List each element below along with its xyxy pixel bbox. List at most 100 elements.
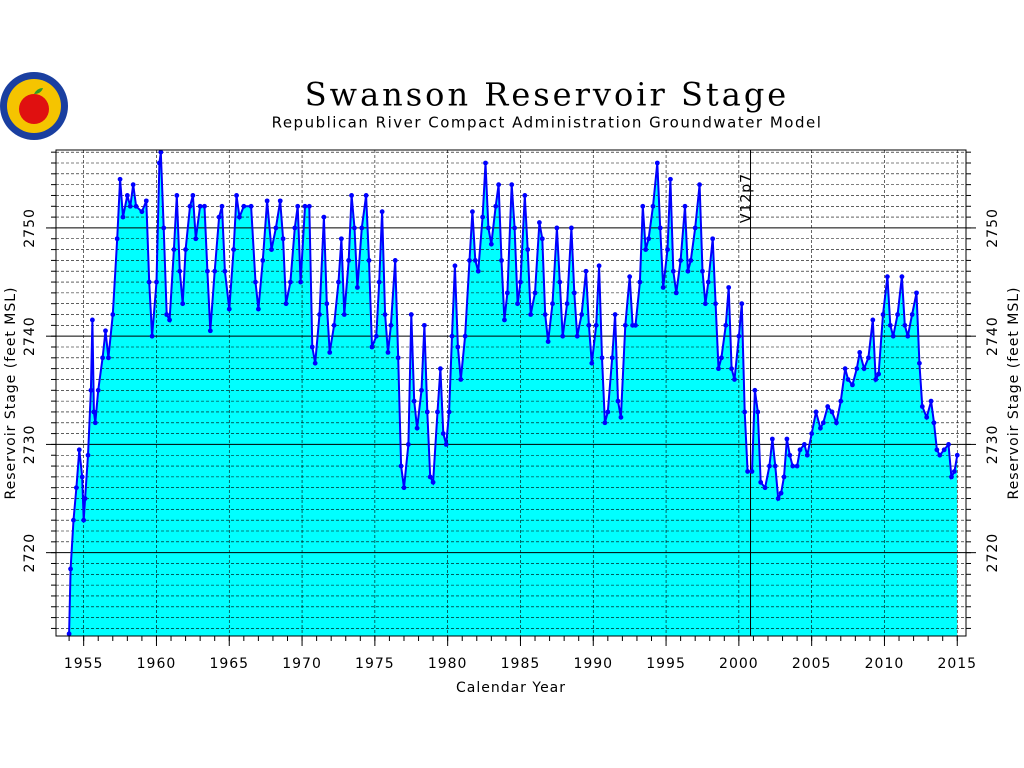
point <box>470 209 475 215</box>
y-tick-label: 2730 <box>22 425 38 465</box>
point <box>887 322 893 328</box>
point <box>110 312 116 317</box>
point <box>861 366 867 372</box>
point <box>702 301 708 307</box>
point <box>421 322 427 328</box>
point <box>91 409 97 415</box>
point <box>103 328 108 334</box>
point <box>288 279 293 285</box>
y-axis-label: Reservoir Stage (feet MSL) <box>3 286 19 499</box>
point <box>797 447 803 453</box>
point <box>85 452 91 458</box>
point <box>277 198 283 204</box>
point <box>292 225 298 231</box>
point <box>76 447 82 453</box>
point <box>114 236 120 242</box>
point <box>120 214 126 220</box>
x-tick-label: 1975 <box>355 656 395 672</box>
point <box>557 279 563 285</box>
point <box>366 258 372 263</box>
logo <box>0 72 68 140</box>
x-tick-label: 2015 <box>937 656 977 672</box>
point <box>317 312 322 317</box>
point <box>820 420 826 426</box>
point <box>414 425 420 431</box>
point <box>488 241 494 247</box>
point <box>718 355 724 361</box>
point <box>71 517 76 523</box>
point <box>602 420 608 426</box>
point <box>493 203 499 209</box>
point <box>772 463 778 469</box>
point <box>190 193 196 198</box>
point <box>890 333 896 339</box>
point <box>408 312 414 317</box>
point <box>455 344 461 350</box>
point <box>158 149 164 155</box>
point <box>171 247 177 252</box>
point <box>66 631 72 637</box>
point <box>545 339 551 344</box>
point <box>207 328 213 334</box>
point <box>685 268 691 274</box>
point <box>857 350 863 355</box>
point <box>435 409 440 415</box>
point <box>845 377 851 382</box>
point <box>909 312 915 317</box>
point <box>302 203 308 209</box>
point <box>499 258 504 263</box>
x-tick-label: 1990 <box>573 656 613 672</box>
point <box>212 268 218 274</box>
point <box>401 485 407 491</box>
point <box>528 312 534 317</box>
point <box>164 312 170 317</box>
point <box>379 209 385 215</box>
point <box>149 333 155 339</box>
point <box>352 225 357 231</box>
point <box>440 431 446 436</box>
point <box>405 442 411 447</box>
point <box>382 312 388 317</box>
point <box>92 420 98 426</box>
y2-tick-label: 2750 <box>985 208 1001 248</box>
point <box>739 301 745 307</box>
point <box>525 247 531 252</box>
point <box>419 387 424 393</box>
point <box>697 182 702 188</box>
point <box>682 203 688 209</box>
point <box>193 236 199 242</box>
x-tick-label: 1985 <box>501 656 541 672</box>
point <box>458 377 464 382</box>
point <box>73 485 79 491</box>
point <box>475 268 481 274</box>
point <box>462 333 468 339</box>
point <box>646 236 651 242</box>
point <box>665 247 670 252</box>
point <box>336 279 341 285</box>
point <box>745 469 750 474</box>
point <box>726 285 732 290</box>
point <box>781 474 787 480</box>
x-tick-label: 2010 <box>865 656 905 672</box>
point <box>395 355 401 361</box>
point <box>589 360 595 366</box>
point <box>480 214 486 220</box>
point <box>331 322 337 328</box>
point <box>767 463 772 469</box>
point <box>237 214 242 220</box>
x-axis-label: Calendar Year <box>456 680 566 696</box>
point <box>359 225 365 231</box>
point <box>834 420 839 426</box>
point <box>309 344 315 350</box>
point <box>174 193 180 198</box>
point <box>486 225 491 231</box>
point <box>255 306 261 312</box>
point <box>219 203 225 209</box>
point <box>596 263 602 269</box>
point <box>161 225 167 231</box>
point <box>954 452 960 458</box>
point <box>615 398 621 404</box>
y2-axis-label: Reservoir Stage (feet MSL) <box>1006 286 1022 499</box>
point <box>605 409 611 415</box>
x-tick-label: 2005 <box>792 656 832 672</box>
